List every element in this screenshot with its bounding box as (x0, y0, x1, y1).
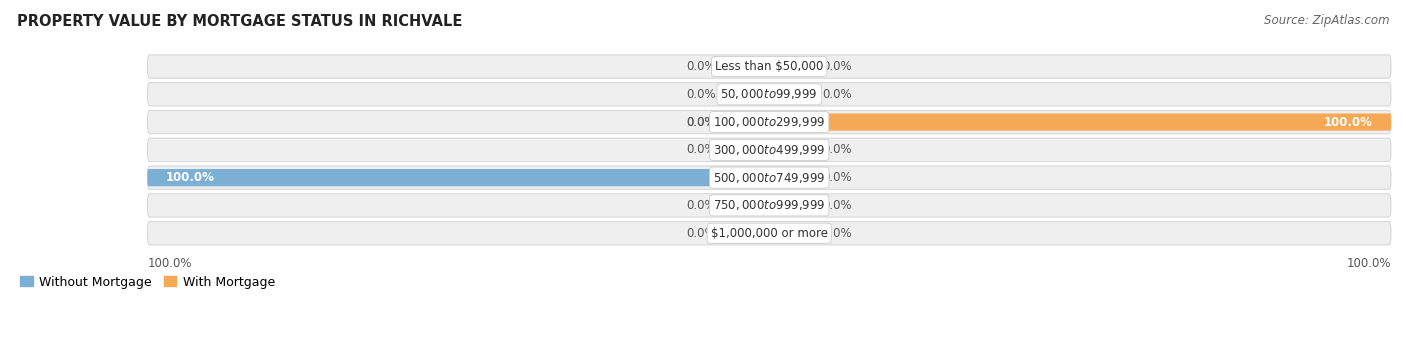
FancyBboxPatch shape (148, 222, 1391, 245)
FancyBboxPatch shape (769, 86, 818, 103)
FancyBboxPatch shape (769, 58, 818, 75)
FancyBboxPatch shape (148, 55, 1391, 78)
Text: 100.0%: 100.0% (166, 171, 215, 184)
FancyBboxPatch shape (769, 197, 818, 214)
Text: PROPERTY VALUE BY MORTGAGE STATUS IN RICHVALE: PROPERTY VALUE BY MORTGAGE STATUS IN RIC… (17, 14, 463, 29)
Text: 0.0%: 0.0% (686, 116, 717, 129)
FancyBboxPatch shape (148, 138, 1391, 162)
FancyBboxPatch shape (148, 110, 1391, 134)
Text: Source: ZipAtlas.com: Source: ZipAtlas.com (1264, 14, 1389, 27)
FancyBboxPatch shape (769, 114, 1391, 131)
FancyBboxPatch shape (720, 86, 769, 103)
FancyBboxPatch shape (148, 166, 1391, 189)
Text: $1,000,000 or more: $1,000,000 or more (710, 227, 828, 240)
Text: $750,000 to $999,999: $750,000 to $999,999 (713, 198, 825, 212)
Text: 0.0%: 0.0% (823, 143, 852, 157)
Text: $100,000 to $299,999: $100,000 to $299,999 (713, 115, 825, 129)
Text: 0.0%: 0.0% (823, 60, 852, 73)
Text: 100.0%: 100.0% (148, 257, 193, 270)
FancyBboxPatch shape (148, 169, 769, 186)
FancyBboxPatch shape (720, 225, 769, 242)
FancyBboxPatch shape (769, 225, 818, 242)
FancyBboxPatch shape (720, 114, 769, 131)
FancyBboxPatch shape (148, 83, 1391, 106)
Text: 100.0%: 100.0% (1347, 257, 1391, 270)
Text: 100.0%: 100.0% (1323, 116, 1372, 129)
FancyBboxPatch shape (769, 169, 818, 186)
Text: 0.0%: 0.0% (686, 60, 717, 73)
FancyBboxPatch shape (720, 58, 769, 75)
FancyBboxPatch shape (769, 141, 818, 159)
Text: 0.0%: 0.0% (686, 116, 717, 129)
Text: Less than $50,000: Less than $50,000 (716, 60, 824, 73)
FancyBboxPatch shape (148, 194, 1391, 217)
FancyBboxPatch shape (720, 114, 769, 131)
Text: 0.0%: 0.0% (686, 88, 717, 101)
Text: $300,000 to $499,999: $300,000 to $499,999 (713, 143, 825, 157)
Legend: Without Mortgage, With Mortgage: Without Mortgage, With Mortgage (15, 271, 280, 294)
Text: 0.0%: 0.0% (686, 143, 717, 157)
Text: 0.0%: 0.0% (823, 227, 852, 240)
Text: 0.0%: 0.0% (823, 199, 852, 212)
FancyBboxPatch shape (720, 141, 769, 159)
Text: $500,000 to $749,999: $500,000 to $749,999 (713, 170, 825, 184)
Text: 0.0%: 0.0% (823, 171, 852, 184)
FancyBboxPatch shape (720, 197, 769, 214)
Text: 0.0%: 0.0% (686, 227, 717, 240)
Text: 0.0%: 0.0% (823, 88, 852, 101)
Text: 0.0%: 0.0% (686, 199, 717, 212)
Text: $50,000 to $99,999: $50,000 to $99,999 (720, 87, 818, 101)
